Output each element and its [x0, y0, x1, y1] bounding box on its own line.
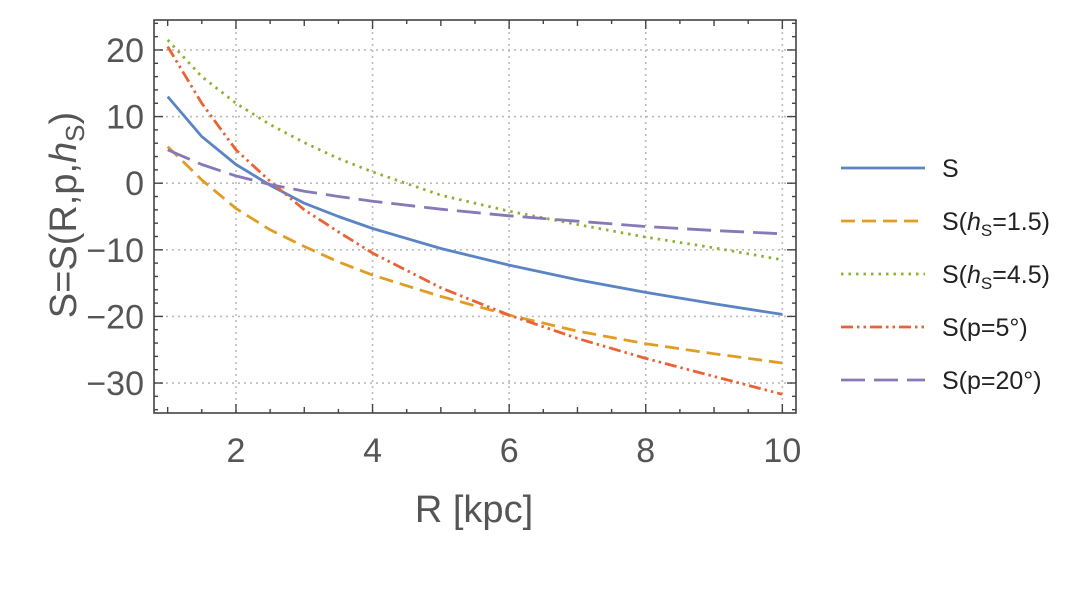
series-line-4 — [167, 148, 783, 236]
legend: S S(hS=1.5) S(hS=4.5) S(p=5°) S(p=20°) — [841, 155, 1050, 395]
series-line-3 — [166, 45, 783, 396]
series-line-2 — [166, 39, 783, 262]
tick-labels: 2 4 6 8 10 20 10 0 −10 −20 −30 — [86, 32, 801, 470]
y-tick-label: 20 — [106, 32, 144, 70]
legend-label-2: S(hS=4.5) — [942, 261, 1050, 293]
x-tick-label: 4 — [363, 432, 382, 470]
legend-label-4: S(p=20°) — [942, 367, 1042, 395]
x-tick-label: 6 — [500, 432, 519, 470]
y-tick-label: 10 — [106, 99, 144, 137]
legend-label-0: S — [942, 155, 959, 183]
y-tick-label: −20 — [86, 298, 144, 336]
y-tick-label: −10 — [86, 232, 144, 270]
x-tick-label: 2 — [226, 432, 245, 470]
axis-ticks — [154, 20, 796, 413]
x-tick-label: 10 — [763, 432, 801, 470]
series-line-1 — [166, 145, 783, 365]
x-tick-label: 8 — [636, 432, 655, 470]
y-tick-label: 0 — [125, 165, 144, 203]
x-axis-title: R [kpc] — [415, 489, 533, 531]
legend-label-3: S(p=5°) — [942, 314, 1028, 342]
y-tick-label: −30 — [86, 365, 144, 403]
grid — [154, 20, 796, 413]
y-axis-title: S=S(R,p,hS) — [43, 112, 90, 318]
series-line-0 — [166, 95, 783, 316]
legend-label-1: S(hS=1.5) — [942, 208, 1050, 240]
series-lines — [166, 39, 783, 396]
